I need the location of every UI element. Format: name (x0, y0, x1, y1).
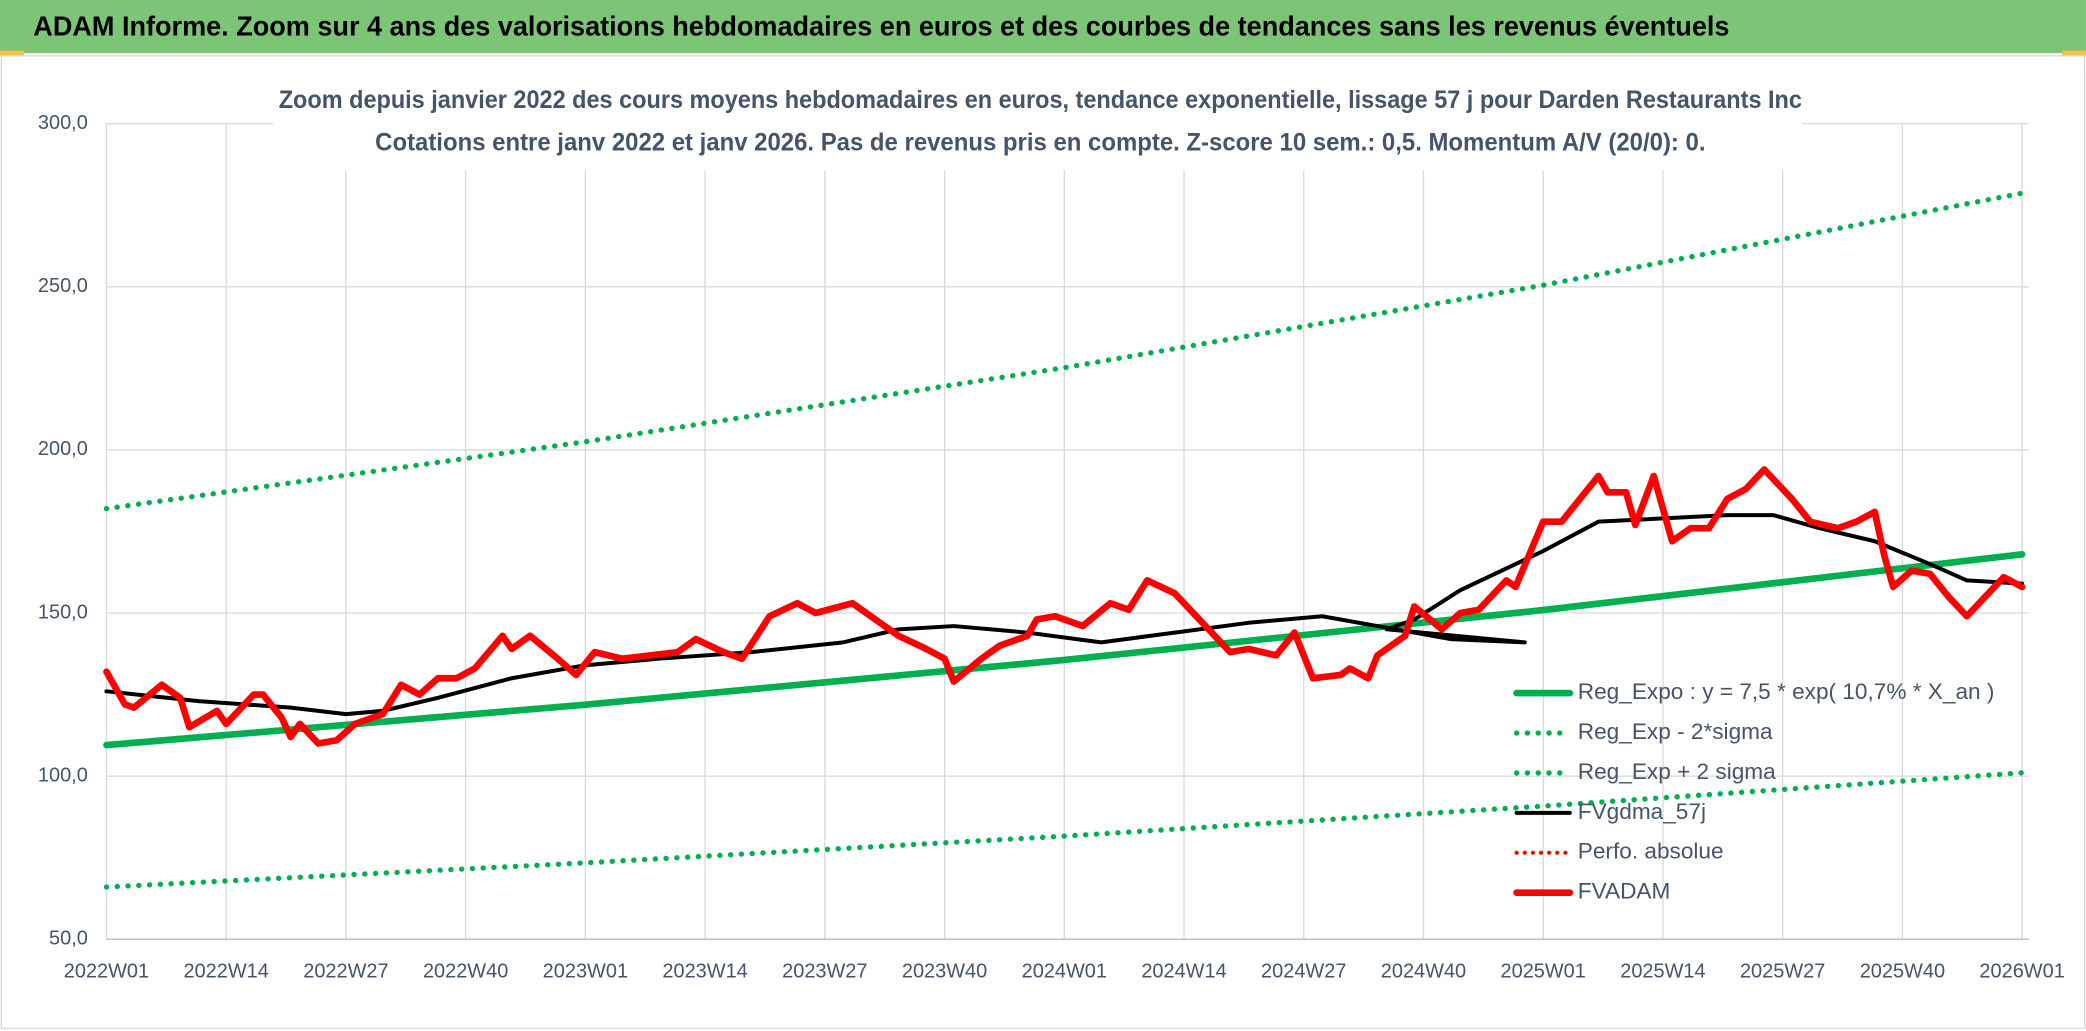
legend-label: FVgdma_57j (1578, 799, 1706, 824)
header-bar (0, 0, 2086, 54)
y-tick-label: 250,0 (38, 275, 88, 297)
series-line (103, 550, 2026, 749)
x-tick-label: 2023W40 (902, 961, 987, 983)
series-line (103, 190, 2025, 512)
x-tick-label: 2025W01 (1501, 961, 1586, 983)
header-accent (0, 50, 24, 56)
chart-frame (0, 55, 2086, 1030)
x-tick-label: 2024W27 (1261, 961, 1346, 983)
legend-label: Reg_Exp + 2 sigma (1578, 759, 1776, 784)
series-line (103, 770, 2025, 890)
y-tick-label: 300,0 (38, 112, 88, 134)
legend: Reg_Expo : y = 7,5 * exp( 10,7% * X_an )… (1513, 679, 1995, 904)
series-line (103, 466, 2026, 747)
header-accent (2062, 50, 2086, 56)
header-title: ADAM Informe. Zoom sur 4 ans des valoris… (33, 10, 1729, 41)
x-tick-label: 2024W01 (1022, 961, 1107, 983)
y-tick-label: 200,0 (38, 438, 88, 460)
x-tick-label: 2022W27 (303, 961, 388, 983)
y-tick-label: 150,0 (38, 601, 88, 623)
plot-area: 50,0 100,0 150,0 200,0 250,0 300,0 2022W01 2022… (38, 112, 2065, 983)
y-tick-label: 50,0 (49, 927, 88, 949)
legend-label: Reg_Expo : y = 7,5 * exp( 10,7% * X_an ) (1578, 679, 1995, 704)
title-box (272, 79, 1803, 171)
x-tick-label: 2026W01 (1979, 961, 2064, 983)
legend-label: FVADAM (1578, 879, 1671, 904)
legend-label: Perfo. absolue (1578, 839, 1724, 864)
x-tick-label: 2024W40 (1381, 961, 1466, 983)
series-line (104, 513, 2025, 717)
x-tick-label: 2022W40 (423, 961, 508, 983)
chart-title: Zoom depuis janvier 2022 des cours moyen… (279, 86, 1802, 114)
x-tick-label: 2022W01 (64, 961, 149, 983)
x-tick-label: 2023W14 (662, 961, 747, 983)
chart-subtitle: Cotations entre janv 2022 et janv 2026. … (375, 128, 1705, 156)
x-tick-label: 2025W14 (1620, 961, 1705, 983)
x-tick-label: 2022W14 (184, 961, 269, 983)
legend-label: Reg_Exp - 2*sigma (1578, 719, 1773, 744)
x-tick-label: 2025W40 (1860, 961, 1945, 983)
x-tick-label: 2025W27 (1740, 961, 1825, 983)
y-tick-label: 100,0 (38, 764, 88, 786)
x-tick-label: 2023W27 (782, 961, 867, 983)
x-tick-label: 2024W14 (1141, 961, 1226, 983)
x-tick-label: 2023W01 (543, 961, 628, 983)
